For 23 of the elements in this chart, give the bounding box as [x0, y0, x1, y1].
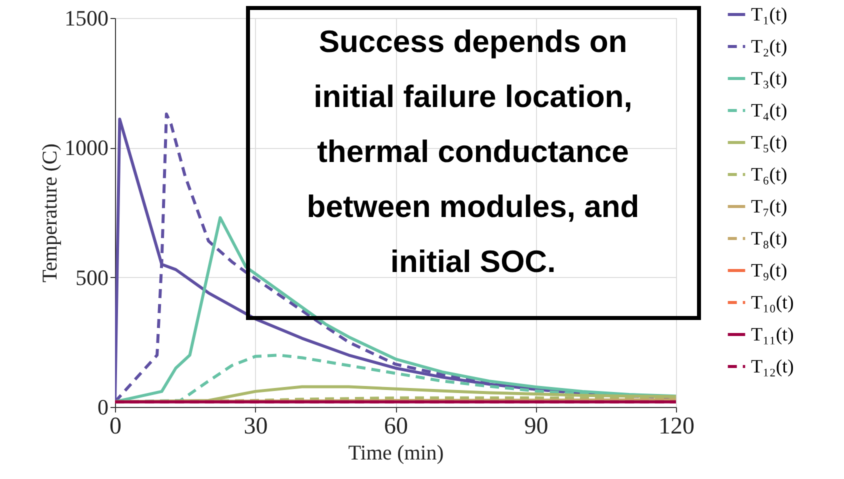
y-tick-label: 1000 — [64, 135, 108, 160]
legend-label: T₁₀(t) — [751, 292, 794, 314]
legend-label: T₃(t) — [751, 68, 788, 90]
legend-label: T₁₁(t) — [751, 324, 794, 346]
legend-label: T₈(t) — [751, 228, 788, 250]
legend-label: T₇(t) — [751, 196, 788, 218]
legend-label: T₅(t) — [751, 132, 788, 154]
x-tick-label: 60 — [384, 414, 408, 440]
y-axis-title: Temperature (C) — [38, 143, 62, 283]
x-tick-label: 30 — [244, 414, 268, 440]
y-tick-label: 500 — [76, 264, 108, 290]
x-tick-label: 90 — [524, 414, 548, 440]
annotation: Success depends on initial failure location, thermal conductance between modules, and initial SOC. — [306, 24, 640, 279]
x-axis-title: Time (min) — [348, 440, 444, 464]
legend-label: T₉(t) — [751, 260, 788, 282]
legend-label: T₁(t) — [751, 4, 788, 26]
legend-label: T₂(t) — [751, 36, 788, 58]
x-tick-label: 120 — [658, 414, 694, 440]
y-tick-label: 0 — [98, 394, 108, 420]
legend-label: T₄(t) — [751, 100, 788, 122]
legend-label: T₁₂(t) — [751, 356, 794, 378]
y-tick-label: 1500 — [64, 6, 108, 30]
legend-label: T₆(t) — [751, 164, 788, 186]
